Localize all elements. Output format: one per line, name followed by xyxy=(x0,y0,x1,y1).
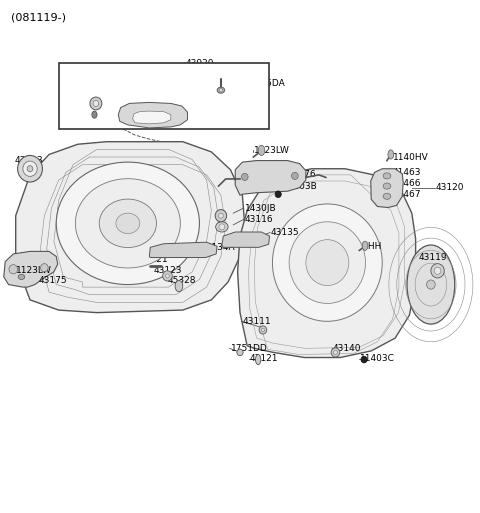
Text: 41467: 41467 xyxy=(393,190,421,199)
Ellipse shape xyxy=(275,191,281,198)
Ellipse shape xyxy=(388,150,394,159)
Ellipse shape xyxy=(383,183,391,189)
Polygon shape xyxy=(16,142,245,312)
Polygon shape xyxy=(149,242,217,258)
Text: 43175: 43175 xyxy=(38,276,67,285)
Ellipse shape xyxy=(56,162,199,285)
Text: 43929: 43929 xyxy=(192,93,221,102)
Text: 43838: 43838 xyxy=(72,103,101,111)
Text: 1140HH: 1140HH xyxy=(346,242,382,251)
Ellipse shape xyxy=(334,350,337,354)
Text: 43121: 43121 xyxy=(250,354,278,363)
Text: 43140: 43140 xyxy=(333,344,361,353)
Text: 43176: 43176 xyxy=(288,170,316,180)
Ellipse shape xyxy=(40,264,48,272)
Ellipse shape xyxy=(362,241,368,250)
Ellipse shape xyxy=(383,173,391,179)
Ellipse shape xyxy=(99,199,156,248)
Text: 1125DA: 1125DA xyxy=(250,78,285,88)
Polygon shape xyxy=(4,251,58,287)
Ellipse shape xyxy=(175,281,183,292)
Ellipse shape xyxy=(407,245,455,324)
Text: 43116: 43116 xyxy=(245,215,274,224)
Text: 11403B: 11403B xyxy=(283,182,318,191)
Ellipse shape xyxy=(383,193,391,200)
Ellipse shape xyxy=(18,155,42,182)
Text: 1751DD: 1751DD xyxy=(230,344,267,353)
Text: 43111: 43111 xyxy=(242,317,271,326)
Ellipse shape xyxy=(258,145,265,155)
Text: 43120: 43120 xyxy=(436,183,464,192)
Text: 17121: 17121 xyxy=(140,254,168,264)
Text: 41466: 41466 xyxy=(393,179,421,188)
Ellipse shape xyxy=(166,274,169,278)
Text: 43135: 43135 xyxy=(271,228,300,237)
Ellipse shape xyxy=(434,267,441,274)
Ellipse shape xyxy=(259,326,267,334)
Polygon shape xyxy=(235,161,306,195)
Text: 43123: 43123 xyxy=(153,266,181,275)
Ellipse shape xyxy=(255,354,261,365)
Text: 43929: 43929 xyxy=(166,80,194,89)
Ellipse shape xyxy=(261,328,264,332)
Ellipse shape xyxy=(9,265,18,274)
Text: 1123LW: 1123LW xyxy=(16,266,51,275)
Text: 41463: 41463 xyxy=(393,168,421,177)
Ellipse shape xyxy=(361,356,367,363)
Text: (081119-): (081119-) xyxy=(11,13,66,23)
Ellipse shape xyxy=(219,88,223,92)
Ellipse shape xyxy=(427,280,435,289)
Ellipse shape xyxy=(18,274,25,280)
Polygon shape xyxy=(371,169,403,208)
Ellipse shape xyxy=(218,213,223,218)
Ellipse shape xyxy=(23,161,37,176)
Ellipse shape xyxy=(431,264,444,278)
Ellipse shape xyxy=(306,240,349,286)
Ellipse shape xyxy=(237,349,243,356)
Ellipse shape xyxy=(90,97,102,110)
Polygon shape xyxy=(222,232,270,247)
Ellipse shape xyxy=(92,111,97,118)
Text: 11403C: 11403C xyxy=(360,354,395,363)
Text: 45328: 45328 xyxy=(168,276,196,285)
Ellipse shape xyxy=(27,166,33,172)
Text: 43134A: 43134A xyxy=(201,243,236,252)
Text: 1430JB: 1430JB xyxy=(245,204,276,212)
Ellipse shape xyxy=(291,172,298,180)
Ellipse shape xyxy=(273,204,382,321)
Text: 43115: 43115 xyxy=(97,234,125,243)
Text: 43119: 43119 xyxy=(419,253,447,262)
Text: 1140HV: 1140HV xyxy=(393,152,429,162)
Polygon shape xyxy=(118,103,188,128)
Ellipse shape xyxy=(241,173,248,181)
Ellipse shape xyxy=(93,101,99,107)
Ellipse shape xyxy=(217,87,225,93)
Ellipse shape xyxy=(75,179,180,268)
Text: 43920: 43920 xyxy=(185,59,214,68)
Polygon shape xyxy=(238,169,416,358)
Ellipse shape xyxy=(163,271,172,281)
Text: 43113: 43113 xyxy=(15,156,43,165)
Ellipse shape xyxy=(116,213,140,233)
Text: 43714B: 43714B xyxy=(72,93,107,102)
Ellipse shape xyxy=(331,348,340,357)
Ellipse shape xyxy=(219,224,225,230)
Ellipse shape xyxy=(216,222,228,232)
Ellipse shape xyxy=(215,209,227,222)
FancyBboxPatch shape xyxy=(59,63,269,129)
Text: 1123LW: 1123LW xyxy=(254,146,290,155)
Polygon shape xyxy=(132,111,171,124)
Ellipse shape xyxy=(289,222,365,304)
